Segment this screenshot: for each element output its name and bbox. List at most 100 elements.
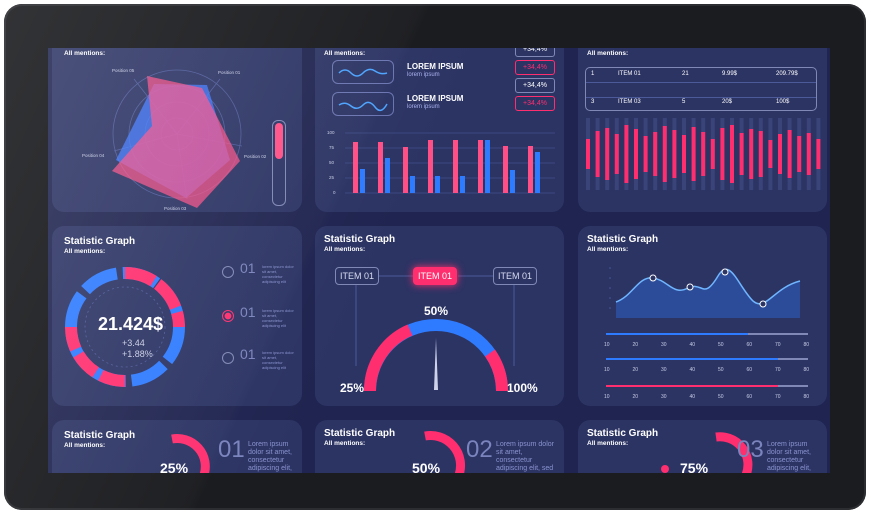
eq-bar [682,135,686,173]
eq-bar [787,130,792,178]
eq-bar [758,131,763,177]
eq-bar [634,129,638,179]
radar-label-5: Position 05 [112,68,135,73]
card-mentions: All mentions: [587,440,629,447]
eq-bar [797,136,802,172]
donut-card: Statistic Graph All mentions: 21.424$ +3… [52,226,302,406]
slider-fill [275,123,283,159]
wave-thumbnail-2 [332,92,394,116]
eq-bar [624,125,629,183]
card-title: Statistic Graph [587,234,659,245]
eq-bar [730,125,734,183]
card-mentions: All mentions: [324,246,366,253]
y-tick: 0 [333,190,336,195]
donut-delta-2: +1.88% [122,349,153,359]
card-title: Statistic Graph [64,430,136,441]
eq-bar [806,133,811,175]
eq-bar [605,128,610,180]
progress-text: Lorem ipsum dolor sit amet, consectetur … [248,441,292,472]
card-title: Statistic Graph [324,428,396,439]
wave-thumbnail-1 [332,60,394,84]
card-title: Statistic Graph [587,428,659,439]
card-mentions: All mentions: [587,50,629,57]
progress-arc [171,434,210,473]
donut-chart [65,267,185,387]
radio-selected-icon[interactable] [222,310,234,322]
badge: +34,4% [515,96,555,111]
vertical-slider[interactable] [272,120,286,206]
radar-label-2: Position 02 [244,154,267,159]
card-mentions: All mentions: [64,442,106,449]
eq-bar [778,134,782,174]
eq-bar [720,128,725,180]
table-row[interactable] [586,82,816,98]
scale-tick: 30 [661,367,667,373]
slider-2[interactable] [606,355,808,365]
radar-label-1: Position 01 [218,70,241,75]
item-button-right[interactable]: ITEM 01 [493,267,537,285]
monitor-bezel: All mentions: Position 05 Position 01 Po… [4,4,866,510]
radio-icon[interactable] [222,266,234,278]
eq-bar [691,127,696,181]
table-row[interactable]: 1 ITEM 01 21 9.99$ 209.79$ [591,71,798,77]
scale-tick: 60 [746,342,753,348]
progress-arc [424,431,466,473]
scale-tick: 10 [604,394,610,400]
scale-tick: 10 [604,367,610,373]
table-row[interactable]: 3 ITEM 03 5 20$ 100$ [591,99,790,105]
y-tick: 25 [329,175,335,180]
radio-icon[interactable] [222,352,234,364]
gauge-needle [434,338,438,390]
gauge-card: Statistic Graph All mentions: ITEM 01 IT… [315,226,564,406]
table-card: All mentions: 1 ITEM 01 21 9.99$ 209.79$ 3 IT… [578,48,827,212]
gauge-left-label: 25% [340,381,365,395]
slider-1[interactable] [606,330,808,340]
eq-bar [749,129,754,179]
row2-title: LOREM IPSUM [407,94,464,103]
progress-arc [661,432,753,473]
scale-tick: 70 [775,394,781,400]
card-title: Statistic Graph [64,236,136,247]
card-mentions: All mentions: [587,246,629,253]
scale-tick: 30 [661,394,667,400]
progress-number: 03 [737,436,764,463]
dashboard-screen: All mentions: Position 05 Position 01 Po… [48,48,830,473]
card-mentions: All mentions: [64,248,106,255]
card-mentions: All mentions: [64,50,106,57]
item-button-left[interactable]: ITEM 01 [335,267,379,285]
eq-bar [768,140,773,168]
option-number: 01 [240,346,256,362]
scale-tick: 20 [632,342,639,348]
gauge-connectors [355,275,515,392]
eq-bar [586,139,590,169]
y-tick: 50 [329,160,335,165]
gauge-right-label: 100% [507,381,538,395]
eq-bar [816,139,821,169]
card-mentions: All mentions: [324,50,366,57]
progress-percent: 50% [412,460,441,473]
eq-bar [662,126,667,182]
gauge-top-label: 50% [424,304,449,318]
scale-tick: 60 [746,367,753,373]
eq-bar [643,136,648,172]
eq-bar [710,139,715,169]
progress-text: Lorem ipsum dolor sit amet, consectetur … [767,441,811,472]
scale-tick: 80 [803,367,810,373]
scale-tick: 70 [775,367,781,373]
radar-label-3: Position 03 [164,206,187,211]
radar-chart [112,69,243,208]
scale-tick: 10 [604,342,610,348]
scale-tick: 60 [746,394,753,400]
card-title: Statistic Graph [324,234,396,245]
scale-tick: 20 [632,367,639,373]
row1-title: LOREM IPSUM [407,62,464,71]
badge: +34,4% [515,48,555,57]
item-button-center[interactable]: ITEM 01 [413,267,457,285]
slider-3[interactable] [606,382,808,392]
equalizer-chart [586,118,821,190]
progress-percent: 25% [160,460,189,473]
option-text: lorem ipsum dolor sit amet, consectetur … [262,350,294,370]
progress-card-2: Statistic Graph All mentions: 50% 02 Lor… [315,420,564,473]
progress-card-3: Statistic Graph All mentions: 75% 03 Lor… [578,420,827,473]
progress-card-1: Statistic Graph All mentions: 25% 01 Lor… [52,420,302,473]
